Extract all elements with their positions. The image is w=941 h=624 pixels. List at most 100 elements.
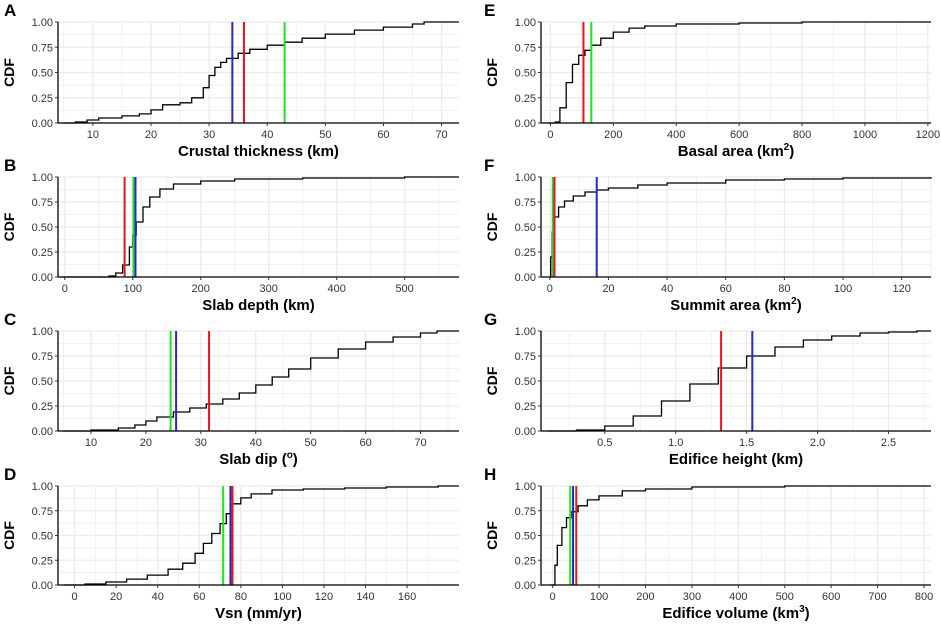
panel-e-ytick-label: 0.00	[515, 118, 536, 130]
panel-a-xtick-label: 30	[203, 129, 215, 141]
panel-h-ylabel: CDF	[484, 521, 500, 550]
panel-d-ytick-label: 0.50	[32, 531, 53, 543]
panel-h-xlabel-suffix: )	[805, 605, 810, 622]
panel-b-xtick-label: 500	[395, 283, 413, 295]
panel-d-xtick-label: 100	[273, 591, 291, 603]
panel-d-xtick-label: 160	[398, 591, 416, 603]
panel-b-ytick-label: 0.50	[32, 222, 53, 234]
panel-b-ytick-label: 1.00	[32, 172, 53, 184]
panel-h: 0.00 0.25 0.50 0.75 1.00 0 100 200 300 400 500 600 7…	[484, 465, 933, 622]
panel-h-ytick-label: 1.00	[515, 481, 536, 493]
panel-g-ytick-label: 0.75	[515, 351, 536, 363]
panel-d-ytick-label: 0.75	[32, 506, 53, 518]
panel-h-xlabel-text: Edifice volume (km	[662, 605, 799, 622]
panel-f-ytick-label: 0.50	[515, 222, 536, 234]
panel-d-xtick-label: 120	[315, 591, 333, 603]
panel-e-letter: E	[484, 1, 495, 20]
panel-e-xlabel-suffix: )	[789, 143, 794, 160]
panel-a-ytick-label: 0.00	[32, 118, 53, 130]
panel-h-xtick-label: 800	[915, 591, 933, 603]
panel-g-xtick-label: 0.5	[597, 437, 612, 449]
panel-a-xtick-label: 20	[145, 129, 157, 141]
panel-a-ytick-label: 0.75	[32, 42, 53, 54]
panel-g-ytick-label: 0.00	[515, 426, 536, 438]
panel-h-letter: H	[484, 465, 496, 484]
panel-c-xlabel: Slab dip (o)	[219, 450, 298, 468]
panel-a-xlabel: Crustal thickness (km)	[178, 143, 339, 160]
panel-b-xtick-label: 200	[192, 283, 210, 295]
panel-f-ytick-label: 0.25	[515, 247, 536, 259]
panel-f-xlabel-text: Summit area (km	[670, 297, 791, 314]
panel-h-ytick-label: 0.25	[515, 555, 536, 567]
panel-c-letter: C	[4, 310, 16, 329]
panel-b-xtick-label: 400	[327, 283, 345, 295]
panel-g: 0.00 0.25 0.50 0.75 1.00 0.5 1.0 1.5 2.0 2.5 G CDF E…	[484, 310, 931, 468]
panel-a-xtick-label: 70	[435, 129, 447, 141]
panel-c-xtick-label: 20	[140, 437, 152, 449]
panel-e-xtick-label: 400	[667, 129, 685, 141]
panel-e-xtick-label: 200	[604, 129, 622, 141]
panel-d-ytick-label: 0.00	[32, 580, 53, 592]
panel-a-cdf-curve	[63, 21, 459, 124]
panel-d-xtick-label: 0	[72, 591, 78, 603]
panel-d-xlabel-text: Vsn (mm/yr)	[215, 605, 302, 622]
panel-e-xtick-label: 600	[730, 129, 748, 141]
panel-c-xtick-label: 50	[305, 437, 317, 449]
panel-h-xtick-label: 500	[776, 591, 794, 603]
panel-f-ytick-label: 0.75	[515, 197, 536, 209]
panel-c-xtick-label: 40	[250, 437, 262, 449]
panel-b: 0.00 0.25 0.50 0.75 1.00 0 100 200 300 400 500 B CDF…	[1, 156, 459, 314]
panel-c-ytick-label: 1.00	[32, 326, 53, 338]
panel-e-xlabel: Basal area (km2)	[678, 142, 794, 160]
panel-g-ylabel: CDF	[484, 366, 500, 395]
panel-b-xlabel: Slab depth (km)	[202, 297, 315, 314]
panel-f-xtick-label: 80	[778, 283, 790, 295]
panel-c-xlabel-superscript: o	[287, 450, 293, 461]
panel-a-ytick-label: 0.25	[32, 93, 53, 105]
panel-b-ytick-label: 0.00	[32, 272, 53, 284]
panel-a-xlabel-text: Crustal thickness (km)	[178, 143, 339, 160]
panel-e-xtick-label: 800	[793, 129, 811, 141]
panel-e-cdf-curve	[547, 21, 931, 124]
panel-h-xtick-label: 0	[550, 591, 556, 603]
panel-b-ytick-label: 0.25	[32, 247, 53, 259]
panel-g-xlabel-text: Edifice height (km)	[669, 451, 803, 468]
panel-d-ytick-label: 0.25	[32, 555, 53, 567]
panel-f: 0.00 0.25 0.50 0.75 1.00 0 20 40 60 80 100 120 F CDF S…	[484, 156, 932, 314]
panel-f-xtick-label: 40	[661, 283, 673, 295]
panel-e-xlabel-superscript: 2	[784, 142, 790, 153]
panel-h-xtick-label: 200	[636, 591, 654, 603]
panel-e-xlabel-text: Basal area (km	[678, 143, 784, 160]
panel-a-xtick-label: 50	[319, 129, 331, 141]
panel-g-ytick-label: 0.50	[515, 376, 536, 388]
panel-h-ytick-label: 0.75	[515, 506, 536, 518]
panel-a-letter: A	[4, 1, 16, 20]
panel-e: 0.00 0.25 0.50 0.75 1.00 0 200 400 600 800 1000 120…	[484, 1, 940, 160]
panel-g-xtick-label: 2.5	[881, 437, 896, 449]
panel-d-xlabel: Vsn (mm/yr)	[215, 605, 302, 622]
panel-c-xtick-label: 30	[195, 437, 207, 449]
panel-f-xtick-label: 120	[892, 283, 910, 295]
panel-f-xtick-label: 20	[602, 283, 614, 295]
panel-e-ytick-label: 0.75	[515, 42, 536, 54]
panel-h-xlabel-superscript: 3	[799, 604, 805, 615]
panel-a-xtick-label: 60	[377, 129, 389, 141]
panel-b-letter: B	[4, 156, 16, 175]
panel-f-xtick-label: 0	[547, 283, 553, 295]
panel-f-ytick-label: 1.00	[515, 172, 536, 184]
panel-a-ytick-label: 1.00	[32, 17, 53, 29]
panel-f-xlabel-suffix: )	[797, 297, 802, 314]
panel-b-xtick-label: 0	[62, 283, 68, 295]
panel-g-xtick-label: 1.5	[739, 437, 754, 449]
panel-b-ytick-label: 0.75	[32, 197, 53, 209]
panel-c-ytick-label: 0.50	[32, 376, 53, 388]
panel-f-ytick-label: 0.00	[515, 272, 536, 284]
panel-h-xlabel: Edifice volume (km3)	[662, 604, 809, 622]
panel-c-ylabel: CDF	[1, 366, 17, 395]
panel-b-xtick-label: 100	[124, 283, 142, 295]
panel-d-ylabel: CDF	[1, 521, 17, 550]
panel-d-xtick-label: 20	[110, 591, 122, 603]
panel-e-ylabel: CDF	[484, 58, 500, 87]
panel-a: 0.00 0.25 0.50 0.75 1.00 10 20 30 40 50 60 70 A CDF Cr…	[1, 1, 459, 160]
